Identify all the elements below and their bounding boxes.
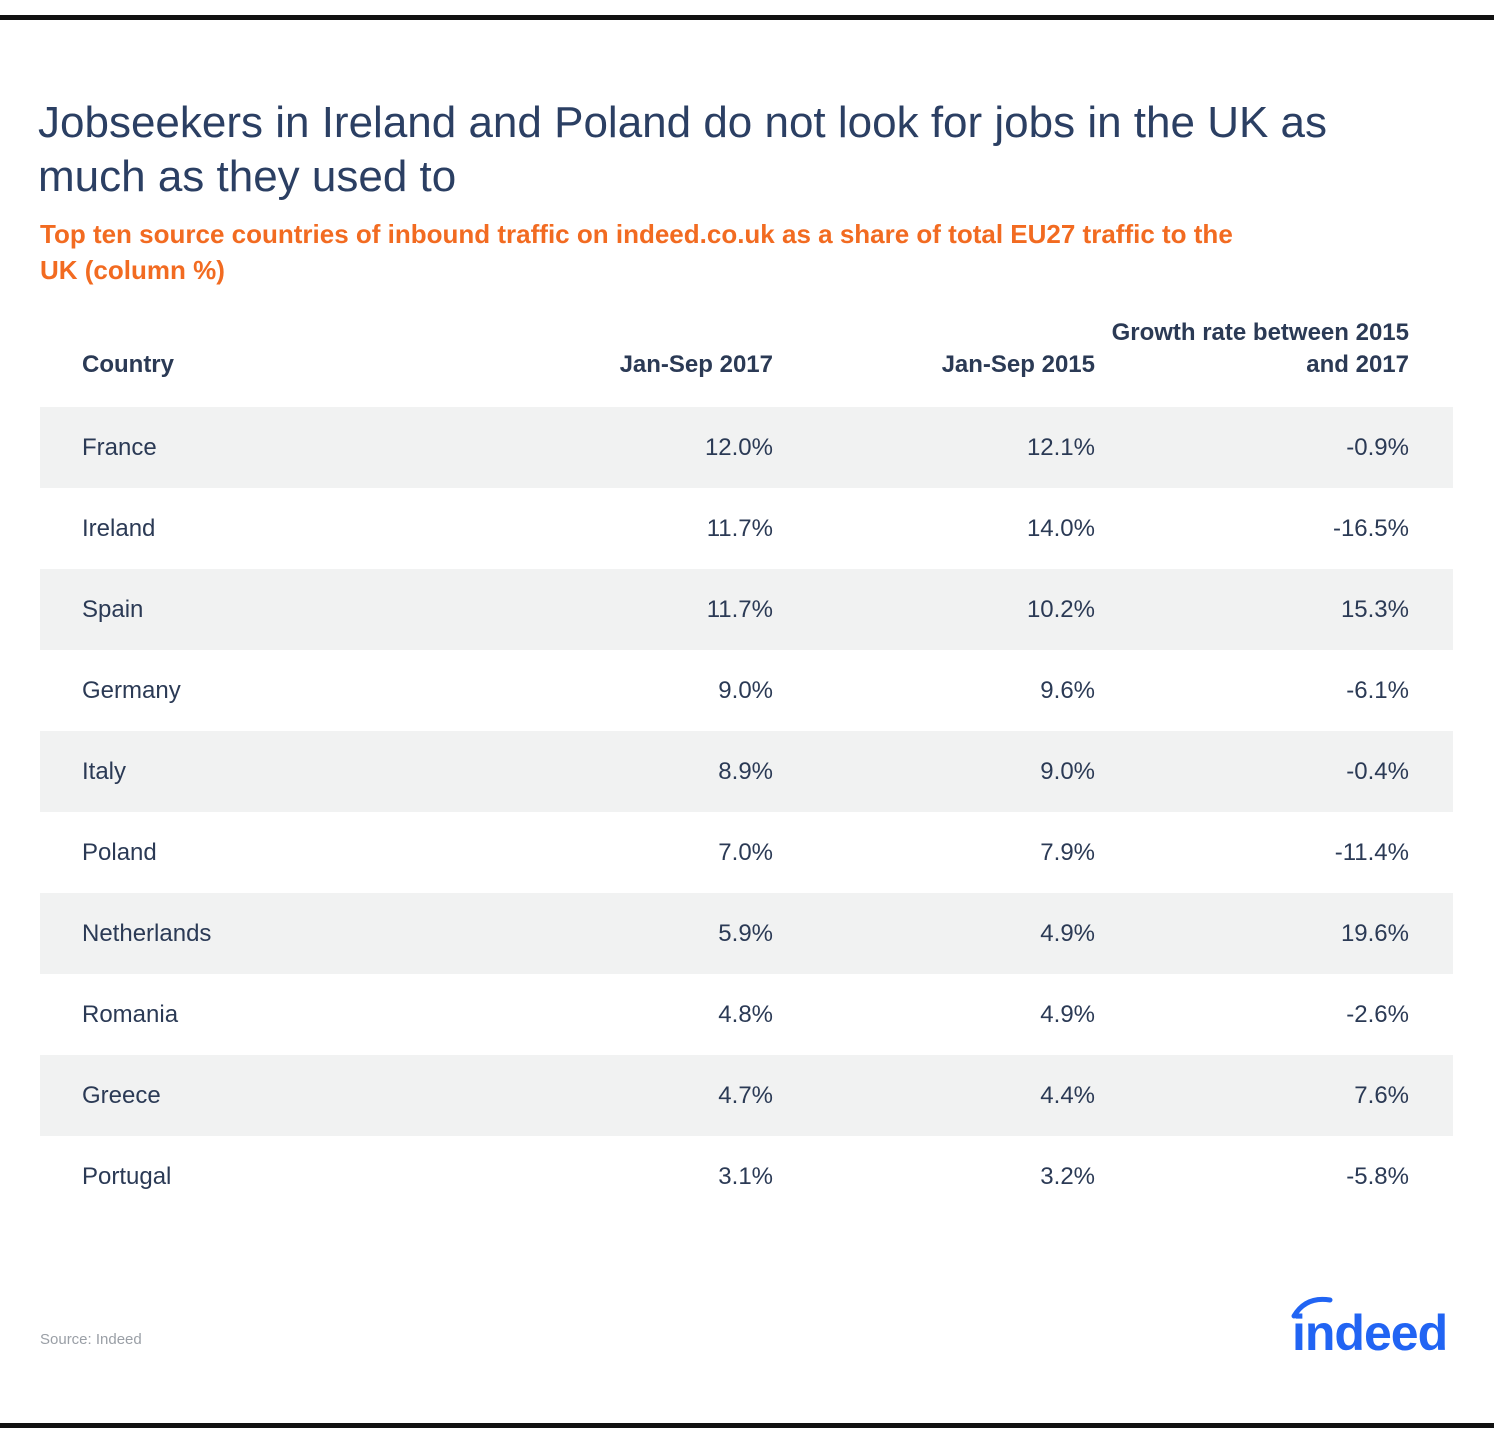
table-row: France 12.0% 12.1% -0.9%	[40, 407, 1453, 488]
table-row: Poland 7.0% 7.9% -11.4%	[40, 812, 1453, 893]
growth-rate-cell: 7.6%	[1354, 1082, 1409, 1109]
chart-subtitle: Top ten source countries of inbound traf…	[40, 219, 1233, 285]
data-table: Country Jan-Sep 2017 Jan-Sep 2015 Growth ra…	[40, 319, 1453, 1217]
jan-sep-2015-cell: 12.1%	[1026, 434, 1095, 461]
country-cell: Portugal	[82, 1163, 172, 1190]
table-row: Portugal 3.1% 3.2% -5.8%	[40, 1136, 1453, 1217]
growth-rate-cell: 15.3%	[1340, 596, 1409, 623]
country-cell: Spain	[82, 596, 144, 623]
source-note: Source: Indeed	[40, 1331, 142, 1348]
jan-sep-2017-cell: 11.7%	[706, 596, 773, 623]
jan-sep-2017-cell: 11.7%	[706, 515, 773, 542]
table-row: Netherlands 5.9% 4.9% 19.6%	[40, 893, 1453, 974]
jan-sep-2017-cell: 5.9%	[718, 920, 773, 947]
table-row: Greece 4.7% 4.4% 7.6%	[40, 1055, 1453, 1136]
jan-sep-2017-cell: 12.0%	[704, 434, 773, 461]
table-body: France 12.0% 12.1% -0.9% Ireland 11.7% 14.0% -1…	[40, 407, 1453, 1217]
country-cell: Poland	[82, 839, 157, 866]
chart-title: Jobseekers in Ireland and Poland do not …	[38, 98, 1328, 201]
jan-sep-2015-cell: 4.9%	[1040, 920, 1095, 947]
table-row: Italy 8.9% 9.0% -0.4%	[40, 731, 1453, 812]
country-cell: Ireland	[82, 515, 156, 542]
country-cell: Netherlands	[82, 920, 212, 947]
growth-rate-cell: -11.4%	[1334, 839, 1409, 866]
jan-sep-2017-cell: 7.0%	[718, 839, 773, 866]
growth-rate-cell: 19.6%	[1340, 920, 1409, 947]
table-row: Romania 4.8% 4.9% -2.6%	[40, 974, 1453, 1055]
country-cell: Italy	[82, 758, 127, 785]
country-cell: France	[82, 434, 157, 461]
table-header-row: Country Jan-Sep 2017 Jan-Sep 2015 Growth ra…	[40, 319, 1453, 407]
country-cell: Germany	[82, 677, 181, 704]
header-country: Country	[82, 351, 174, 378]
growth-rate-cell: -16.5%	[1332, 515, 1409, 542]
logo-wordmark: indeed	[1292, 1305, 1447, 1360]
table-row: Ireland 11.7% 14.0% -16.5%	[40, 488, 1453, 569]
jan-sep-2015-cell: 9.6%	[1040, 677, 1095, 704]
country-cell: Greece	[82, 1082, 161, 1109]
header-jan-sep-2017: Jan-Sep 2017	[619, 351, 773, 378]
growth-rate-cell: -6.1%	[1346, 677, 1409, 704]
growth-rate-cell: -0.9%	[1346, 434, 1409, 461]
jan-sep-2015-cell: 3.2%	[1040, 1163, 1095, 1190]
jan-sep-2015-cell: 4.4%	[1040, 1082, 1095, 1109]
jan-sep-2015-cell: 14.0%	[1026, 515, 1095, 542]
jan-sep-2015-cell: 10.2%	[1026, 596, 1095, 623]
jan-sep-2017-cell: 9.0%	[718, 677, 773, 704]
jan-sep-2015-cell: 4.9%	[1040, 1001, 1095, 1028]
country-cell: Romania	[82, 1001, 179, 1028]
jan-sep-2015-cell: 7.9%	[1040, 839, 1095, 866]
growth-rate-cell: -0.4%	[1346, 758, 1409, 785]
growth-rate-cell: -5.8%	[1346, 1163, 1409, 1190]
indeed-logo: indeed	[1291, 1296, 1448, 1360]
table-row: Germany 9.0% 9.6% -6.1%	[40, 650, 1453, 731]
table-row: Spain 11.7% 10.2% 15.3%	[40, 569, 1453, 650]
header-jan-sep-2015: Jan-Sep 2015	[941, 351, 1095, 378]
growth-rate-cell: -2.6%	[1346, 1001, 1409, 1028]
jan-sep-2015-cell: 9.0%	[1040, 758, 1095, 785]
top-rule	[0, 15, 1494, 20]
jan-sep-2017-cell: 4.7%	[718, 1082, 773, 1109]
header-growth-rate: Growth rate between 2015 and 2017	[1111, 319, 1409, 378]
jan-sep-2017-cell: 4.8%	[718, 1001, 773, 1028]
jan-sep-2017-cell: 8.9%	[718, 758, 773, 785]
bottom-rule	[0, 1423, 1494, 1428]
jan-sep-2017-cell: 3.1%	[718, 1163, 773, 1190]
